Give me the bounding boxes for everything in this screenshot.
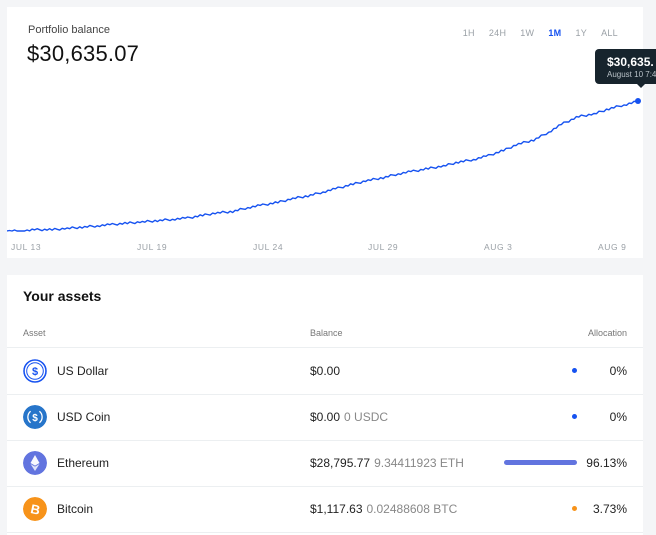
fiat-balance: $0.00 <box>310 364 341 378</box>
range-1h[interactable]: 1H <box>462 28 475 38</box>
balance-value: $30,635.07 <box>27 41 140 66</box>
x-tick-label: JUL 13 <box>11 242 42 252</box>
range-1y[interactable]: 1Y <box>575 28 588 38</box>
balance-label: Portfolio balance <box>28 24 110 36</box>
assets-title: Your assets <box>23 288 102 304</box>
column-balance: Balance <box>310 328 343 338</box>
svg-text:B: B <box>29 501 41 518</box>
assets-table-header: Asset Balance Allocation <box>7 319 643 348</box>
column-allocation: Allocation <box>587 328 627 338</box>
x-tick-label: AUG 3 <box>484 242 513 252</box>
tooltip-pointer <box>637 84 645 88</box>
allocation-bar <box>572 414 577 419</box>
bitcoin-icon: B <box>23 497 47 521</box>
crypto-balance: 9.34411923 ETH <box>374 456 464 470</box>
x-tick-label: AUG 9 <box>598 242 627 252</box>
range-1w[interactable]: 1W <box>520 28 535 38</box>
asset-name: Ethereum <box>57 456 110 470</box>
allocation-percent: 0% <box>609 364 627 378</box>
time-range-selector: 1H 24H 1W 1M 1Y ALL <box>449 28 618 38</box>
your-assets-card: Your assets Asset Balance Allocation $ U… <box>7 275 643 535</box>
svg-text:$: $ <box>32 366 38 378</box>
chart-tooltip: $30,635. August 10 7:4 <box>595 49 656 84</box>
crypto-balance: 0 USDC <box>344 410 389 424</box>
svg-text:$: $ <box>32 413 38 424</box>
fiat-balance: $1,117.63 <box>310 502 363 516</box>
tooltip-value: $30,635. <box>607 55 654 69</box>
x-tick-label: JUL 24 <box>253 242 284 252</box>
asset-row-ethereum[interactable]: Ethereum $28,795.77 9.34411923 ETH 96.13% <box>7 440 643 487</box>
asset-name: US Dollar <box>57 364 109 378</box>
asset-balance: $0.00 0 USDC <box>310 410 388 424</box>
asset-balance: $28,795.77 9.34411923 ETH <box>310 456 464 470</box>
tooltip-date: August 10 7:4 <box>607 70 656 79</box>
usd-coin-icon: $ <box>23 405 47 429</box>
asset-name: Bitcoin <box>57 502 94 516</box>
ethereum-icon <box>23 451 47 475</box>
asset-balance: $0.00 <box>310 364 344 378</box>
allocation-bar <box>504 460 577 465</box>
x-tick-label: JUL 19 <box>137 242 168 252</box>
range-1m[interactable]: 1M <box>548 28 562 38</box>
allocation-percent: 3.73% <box>592 502 627 516</box>
asset-row-bitcoin[interactable]: B Bitcoin $1,117.63 0.02488608 BTC 3.73% <box>7 486 643 533</box>
portfolio-line-chart[interactable] <box>7 7 643 258</box>
asset-row-us-dollar[interactable]: $ US Dollar $0.00 0% <box>7 348 643 395</box>
allocation-bar <box>572 368 577 373</box>
fiat-balance: $28,795.77 <box>310 456 371 470</box>
allocation-percent: 0% <box>609 410 627 424</box>
crypto-balance: 0.02488608 BTC <box>366 502 458 516</box>
portfolio-balance-card: Portfolio balance $30,635.07 1H 24H 1W 1… <box>7 7 656 258</box>
range-24h[interactable]: 24H <box>488 28 507 38</box>
allocation-bar <box>572 506 577 511</box>
x-tick-label: JUL 29 <box>368 242 399 252</box>
balance-series-line <box>7 100 640 232</box>
fiat-balance: $0.00 <box>310 410 341 424</box>
column-asset: Asset <box>23 328 46 338</box>
hover-point <box>635 98 641 104</box>
asset-name: USD Coin <box>57 410 111 424</box>
range-all[interactable]: ALL <box>601 28 618 38</box>
asset-balance: $1,117.63 0.02488608 BTC <box>310 502 457 516</box>
allocation-percent: 96.13% <box>586 456 627 470</box>
dollar-icon: $ <box>23 359 47 383</box>
asset-row-usd-coin[interactable]: $ USD Coin $0.00 0 USDC 0% <box>7 394 643 441</box>
